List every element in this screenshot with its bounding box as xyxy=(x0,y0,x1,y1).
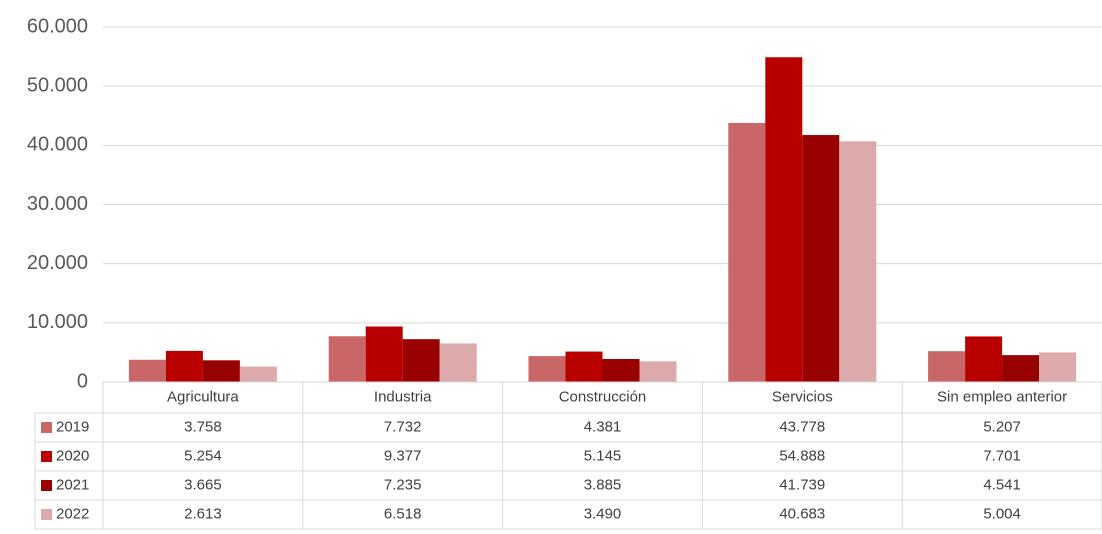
table-value: 43.778 xyxy=(779,418,825,435)
bar xyxy=(1002,355,1040,382)
bar xyxy=(639,361,677,382)
legend-key xyxy=(41,451,52,462)
bar xyxy=(528,356,566,382)
y-tick-label: 20.000 xyxy=(27,252,88,274)
bar xyxy=(365,326,403,382)
table-value: 3.490 xyxy=(584,505,622,522)
bar xyxy=(765,57,803,382)
bar xyxy=(602,359,640,382)
table-value: 4.541 xyxy=(983,476,1021,493)
y-tick-label: 50.000 xyxy=(27,74,88,96)
table-value: 9.377 xyxy=(384,447,422,464)
y-tick-label: 40.000 xyxy=(27,134,88,156)
table-value: 4.381 xyxy=(584,418,622,435)
table-value: 6.518 xyxy=(384,505,422,522)
table-value: 5.145 xyxy=(584,447,622,464)
x-tick-label: Sin empleo anterior xyxy=(937,388,1067,405)
table-value: 41.739 xyxy=(779,476,825,493)
table-value: 7.235 xyxy=(384,476,422,493)
legend-key xyxy=(41,422,52,433)
bar xyxy=(565,351,603,382)
table-value: 7.701 xyxy=(983,447,1021,464)
bar xyxy=(965,336,1003,382)
legend-label: 2020 xyxy=(56,447,89,464)
bar xyxy=(239,366,277,382)
bar xyxy=(839,141,877,382)
table-value: 3.885 xyxy=(584,476,622,493)
table-value: 3.665 xyxy=(184,476,222,493)
table-value: 54.888 xyxy=(779,447,825,464)
table-value: 5.254 xyxy=(184,447,222,464)
bar xyxy=(928,351,966,382)
bar xyxy=(402,339,440,382)
y-tick-label: 10.000 xyxy=(27,311,88,333)
table-value: 2.613 xyxy=(184,505,222,522)
bar xyxy=(328,336,366,382)
legend-label: 2022 xyxy=(56,505,89,522)
x-tick-label: Agricultura xyxy=(167,388,239,405)
legend-key xyxy=(41,480,52,491)
y-tick-label: 60.000 xyxy=(27,15,88,37)
legend-label: 2021 xyxy=(56,476,89,493)
bar xyxy=(165,350,203,382)
y-tick-label: 30.000 xyxy=(27,193,88,215)
bar xyxy=(1039,352,1077,382)
table-value: 7.732 xyxy=(384,418,422,435)
bar xyxy=(128,359,166,382)
legend-key xyxy=(41,509,52,520)
table-value: 5.207 xyxy=(983,418,1021,435)
table-value: 40.683 xyxy=(779,505,825,522)
bar xyxy=(802,135,840,382)
x-tick-label: Servicios xyxy=(772,388,833,405)
legend-label: 2019 xyxy=(56,418,89,435)
bar xyxy=(439,343,477,382)
x-tick-label: Industria xyxy=(374,388,432,405)
x-tick-label: Construcción xyxy=(559,388,647,405)
bar xyxy=(202,360,240,382)
table-value: 3.758 xyxy=(184,418,222,435)
y-tick-label: 0 xyxy=(77,370,88,392)
table-value: 5.004 xyxy=(983,505,1021,522)
bar xyxy=(728,122,766,382)
